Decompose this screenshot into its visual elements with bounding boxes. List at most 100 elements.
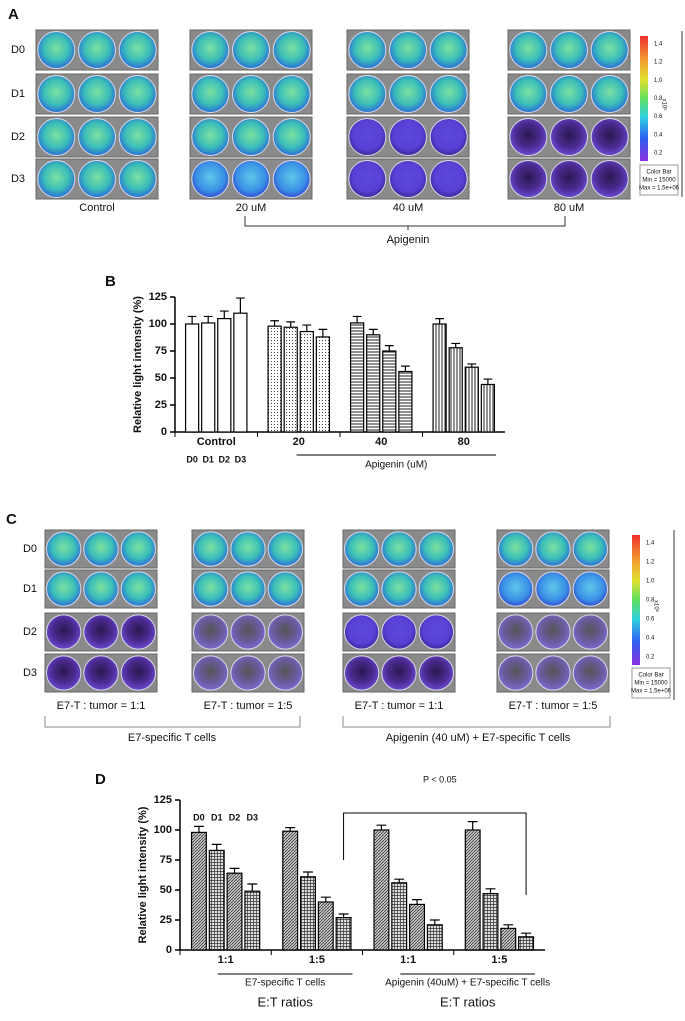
y-tick-label: 0 <box>161 426 167 438</box>
well <box>509 75 548 113</box>
well <box>37 118 76 156</box>
well <box>191 75 230 113</box>
group-label: 20 uM <box>236 202 267 214</box>
bracket <box>342 716 611 728</box>
color-bar-tick: 1.0 <box>654 78 663 84</box>
well <box>572 655 608 691</box>
panel-label: C <box>6 511 17 528</box>
well <box>78 75 116 113</box>
well <box>550 160 588 198</box>
error-bar <box>429 919 440 925</box>
bar <box>366 334 381 433</box>
well <box>193 614 229 650</box>
bar <box>382 350 397 433</box>
bar <box>226 872 243 951</box>
well <box>550 31 588 69</box>
well <box>429 160 468 198</box>
annotation: P < 0.05 <box>423 774 457 784</box>
color-bar-tick: 0.6 <box>646 617 655 623</box>
bar <box>426 924 443 951</box>
row-label: D2 <box>23 626 37 638</box>
bar <box>201 322 216 433</box>
group-label: E7-T : tumor = 1:5 <box>509 700 598 712</box>
y-tick-label: 50 <box>155 372 167 384</box>
error-bar <box>219 310 229 319</box>
legend-label: D0 <box>193 812 205 822</box>
y-tick-label: 125 <box>149 291 167 303</box>
well <box>344 531 380 567</box>
error-bar <box>435 318 444 324</box>
well <box>232 31 270 69</box>
error-bar <box>483 378 493 385</box>
x-tick-label: 20 <box>293 436 305 448</box>
error-bar <box>521 932 531 937</box>
error-bar <box>394 878 405 883</box>
color-bar-tick: 0.6 <box>654 114 663 120</box>
color-bar-unit: x10⁶ <box>652 600 659 613</box>
error-bar <box>285 827 296 832</box>
well <box>272 75 311 113</box>
well <box>37 75 76 113</box>
well <box>230 571 266 607</box>
well <box>83 614 119 650</box>
bar <box>335 916 352 951</box>
error-bar <box>503 924 514 929</box>
well <box>418 531 455 567</box>
well <box>429 31 468 69</box>
error-bar <box>302 324 312 332</box>
color-bar-title: Color Bar <box>638 673 663 679</box>
well <box>83 571 119 607</box>
error-bar <box>467 821 478 830</box>
well <box>535 614 571 650</box>
y-axis-label: Relative light intensity (%) <box>132 296 144 433</box>
legend-label: D0 <box>186 454 198 464</box>
well <box>381 655 417 691</box>
well <box>83 531 119 567</box>
well <box>348 31 387 69</box>
x-tick-label: 80 <box>458 436 470 448</box>
well <box>348 75 387 113</box>
x-axis-label: E:T ratios <box>257 994 313 1009</box>
legend-label: D2 <box>219 454 231 464</box>
row-label: D2 <box>11 131 25 143</box>
color-bar-max: Max = 1.5e+06 <box>631 689 672 695</box>
well <box>344 614 380 650</box>
bar <box>518 936 535 951</box>
bracket-label: E7-specific T cells <box>128 732 217 744</box>
bar <box>208 849 225 951</box>
well <box>418 655 455 691</box>
bracket <box>44 716 301 728</box>
bar <box>464 829 481 951</box>
well <box>83 655 119 691</box>
group-label: E7-specific T cells <box>245 978 325 989</box>
well <box>272 118 311 156</box>
well <box>193 571 229 607</box>
bar <box>391 882 408 951</box>
error-bar <box>194 825 204 833</box>
color-bar-unit: x10⁶ <box>660 99 667 112</box>
error-bar <box>467 363 477 368</box>
well <box>590 160 629 198</box>
well <box>429 118 468 156</box>
error-bar <box>270 320 279 327</box>
legend-label: D1 <box>202 454 214 464</box>
well <box>389 75 427 113</box>
x-tick-label: 1:5 <box>309 954 325 966</box>
y-tick-label: 100 <box>154 824 172 836</box>
well <box>120 614 156 650</box>
panel-label: D <box>95 771 106 788</box>
color-bar <box>640 36 648 161</box>
bar <box>267 325 282 433</box>
well <box>37 31 76 69</box>
well <box>120 655 156 691</box>
well <box>191 160 230 198</box>
bar <box>398 370 413 433</box>
x-tick-label: 1:5 <box>491 954 507 966</box>
color-bar <box>632 535 640 665</box>
bar <box>464 366 479 433</box>
error-bar <box>376 824 387 830</box>
well <box>344 571 380 607</box>
error-bar <box>187 315 197 324</box>
well <box>230 614 266 650</box>
legend-label: D3 <box>247 812 259 822</box>
